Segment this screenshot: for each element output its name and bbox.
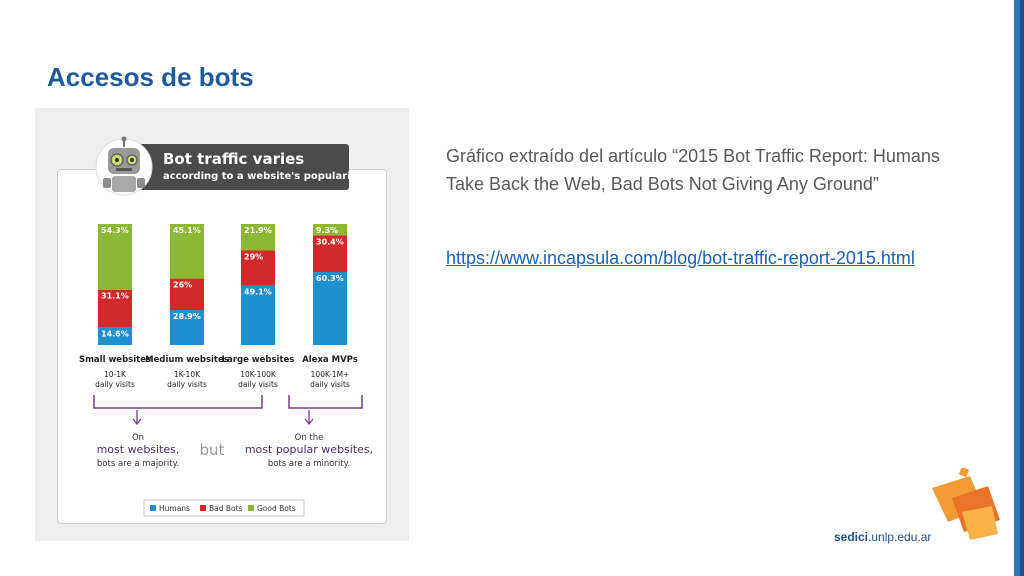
footer-brand-rest: .unlp.edu.ar	[868, 530, 932, 544]
slide-title: Accesos de bots	[47, 62, 254, 92]
slide-right-border-dark	[1020, 0, 1024, 576]
chart-subtitle: according to a website's popularity	[163, 171, 362, 182]
robot-icon	[95, 136, 153, 196]
chart-header-band	[126, 144, 349, 190]
slide-right-border	[1014, 0, 1024, 576]
sedici-logo	[932, 468, 1000, 540]
slide-description: Gráfico extraído del artículo “2015 Bot …	[446, 146, 940, 194]
source-link[interactable]: https://www.incapsula.com/blog/bot-traff…	[446, 248, 915, 268]
chart-title: Bot traffic varies	[163, 150, 305, 168]
chart-card	[57, 169, 387, 524]
footer-brand: sedici.unlp.edu.ar	[834, 530, 931, 544]
footer-brand-bold: sedici	[834, 530, 869, 544]
